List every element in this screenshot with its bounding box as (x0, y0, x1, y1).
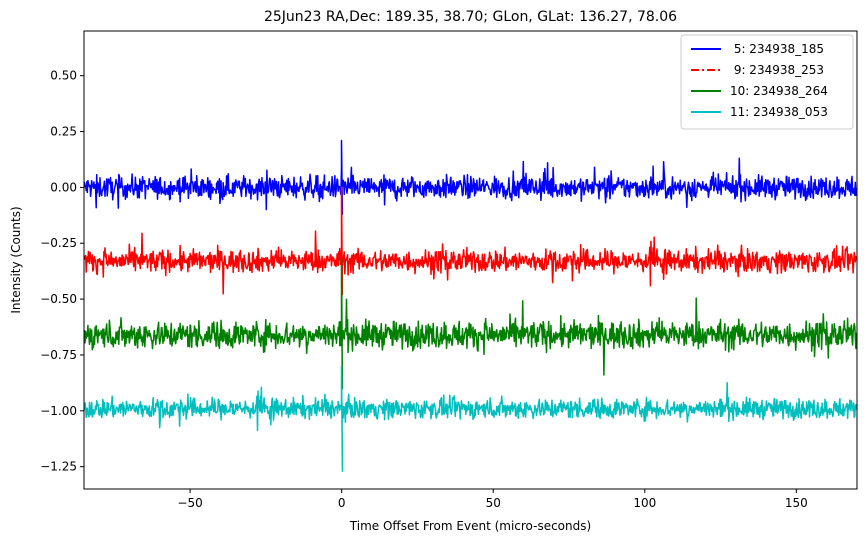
legend-box (680, 34, 854, 130)
y-tick-label: −1.00 (40, 404, 77, 418)
x-tick-label: −50 (177, 496, 202, 510)
series-line-2 (84, 258, 857, 390)
y-tick-label: −0.50 (40, 292, 77, 306)
x-tick-label: 150 (785, 496, 808, 510)
series-line-1 (84, 186, 857, 296)
y-tick-label: −0.25 (40, 236, 77, 250)
series-line-3 (84, 365, 857, 472)
axes-layer: −50 0 50 100 150 0.50 0.25 0.00 −0.25 −0.50 −0.75 −… (40, 69, 808, 510)
x-axis-label: Time Offset From Event (micro-seconds) (349, 519, 591, 533)
legend-entry-1: 9: 234938_253 (730, 63, 824, 77)
legend-entry-3: 11: 234938_053 (730, 105, 828, 119)
y-tick-label: 0.00 (50, 180, 77, 194)
y-tick-label: −0.75 (40, 348, 77, 362)
y-tick-label: 0.25 (50, 125, 77, 139)
x-tick-label: 100 (633, 496, 656, 510)
x-tick-label: 0 (338, 496, 346, 510)
series-line-0 (84, 139, 857, 215)
y-axis-label: Intensity (Counts) (9, 206, 23, 313)
series-layer (84, 139, 857, 472)
x-tick-label: 50 (486, 496, 501, 510)
chart-title: 25Jun23 RA,Dec: 189.35, 38.70; GLon, GLa… (264, 9, 677, 25)
y-tick-label: 0.50 (50, 69, 77, 83)
legend-entry-2: 10: 234938_264 (730, 84, 828, 98)
y-tick-label: −1.25 (40, 460, 77, 474)
legend: 5: 234938_185 9: 234938_253 10: 234938_26… (680, 34, 854, 130)
plot-frame (83, 30, 858, 490)
legend-entry-0: 5: 234938_185 (730, 42, 824, 56)
